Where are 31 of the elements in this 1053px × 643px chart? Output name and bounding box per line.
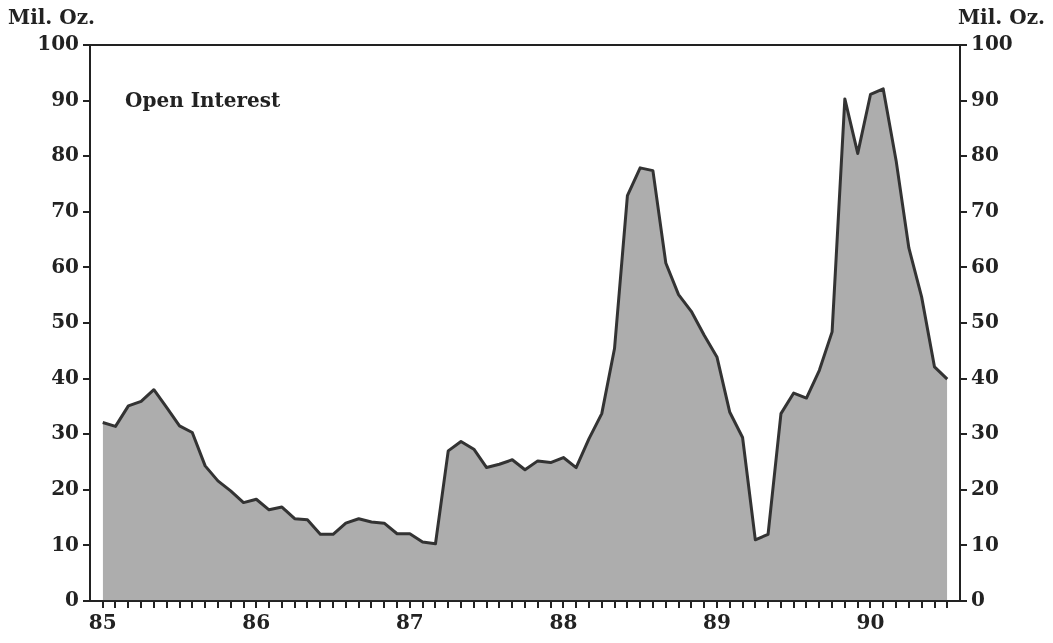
x-tick-label: 87 — [395, 610, 424, 635]
y-tick-label: 10 — [51, 531, 79, 556]
y-tick-label: 0 — [65, 587, 79, 612]
y-tick-label: 100 — [37, 31, 79, 56]
x-tick-label: 90 — [856, 610, 885, 635]
y-axis-title: Mil. Oz. — [8, 5, 96, 29]
y2-tick-label: 40 — [971, 364, 999, 389]
y2-axis-title: Mil. Oz. — [957, 5, 1045, 29]
y-tick-label: 40 — [51, 364, 79, 389]
y2-tick-label: 30 — [971, 420, 999, 445]
y2-tick-label: 0 — [971, 587, 985, 612]
x-tick-label: 89 — [703, 610, 731, 635]
y2-tick-label: 10 — [971, 531, 999, 556]
y-tick-label: 20 — [51, 476, 79, 500]
y2-tick-label: 80 — [971, 142, 999, 167]
y-tick-label: 30 — [51, 420, 79, 445]
y-tick-label: 80 — [51, 142, 79, 167]
y-tick-label: 60 — [51, 253, 79, 278]
y2-tick-label: 20 — [971, 476, 999, 500]
y2-tick-label: 50 — [971, 309, 999, 334]
y-tick-label: 90 — [51, 86, 79, 111]
y-tick-label: 70 — [51, 198, 79, 222]
y-tick-label: 50 — [51, 309, 79, 334]
y2-tick-label: 60 — [971, 253, 999, 278]
y2-tick-label: 70 — [971, 198, 999, 222]
y2-tick-label: 100 — [971, 31, 1013, 56]
x-tick-label: 85 — [88, 610, 117, 635]
y2-tick-label: 90 — [971, 86, 999, 111]
x-tick-label: 86 — [242, 610, 271, 635]
text: Open Interest — [125, 88, 282, 112]
x-tick-label: 88 — [549, 610, 578, 635]
